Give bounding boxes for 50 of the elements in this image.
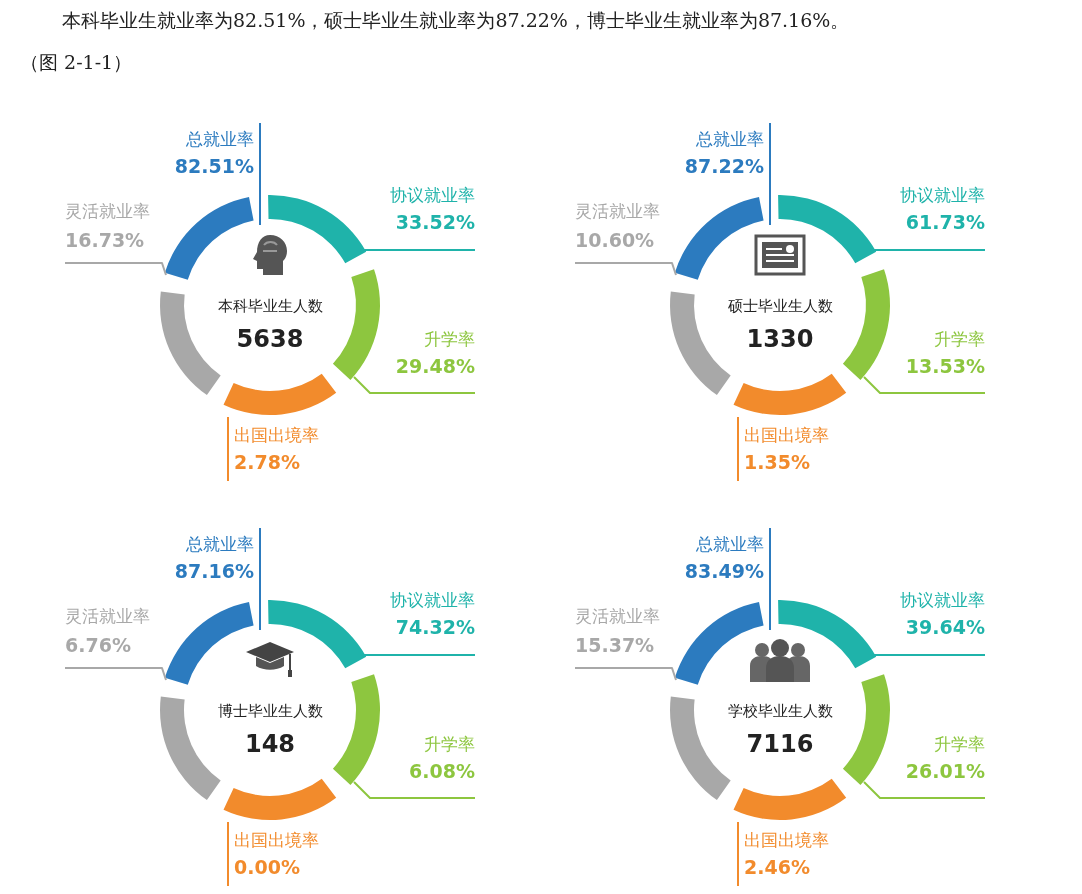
data-label: 0.00% bbox=[234, 856, 300, 878]
category-label: 灵活就业率 bbox=[65, 201, 150, 221]
text: （图 2-1-1） bbox=[20, 50, 133, 75]
data-label: 87.22% bbox=[684, 155, 764, 177]
data-label: 82.51% bbox=[174, 155, 254, 177]
data-label: 1.35% bbox=[744, 451, 810, 473]
category-label: 协议就业率 bbox=[900, 590, 985, 610]
data-label: 26.01% bbox=[905, 760, 985, 782]
text: 博士毕业生人数 bbox=[217, 702, 323, 720]
data-label: 13.53% bbox=[905, 355, 985, 377]
text: 学校毕业生人数 bbox=[727, 702, 833, 720]
data-label: 61.73% bbox=[905, 211, 985, 233]
category-label: 升学率 bbox=[934, 734, 985, 754]
category-label: 总就业率 bbox=[695, 129, 764, 149]
category-label: 升学率 bbox=[424, 329, 475, 349]
text: 本科毕业生就业率为82.51%，硕士毕业生就业率为87.22%，博士毕业生就业率为87.16%。 bbox=[62, 8, 850, 33]
category-label: 出国出境率 bbox=[234, 425, 319, 445]
data-label: 33.52% bbox=[395, 211, 475, 233]
category-label: 协议就业率 bbox=[390, 590, 475, 610]
data-label: 2.46% bbox=[744, 856, 810, 878]
category-label: 协议就业率 bbox=[900, 185, 985, 205]
category-label: 总就业率 bbox=[695, 534, 764, 554]
text: 7116 bbox=[746, 730, 814, 758]
category-label: 总就业率 bbox=[185, 534, 254, 554]
data-label: 29.48% bbox=[395, 355, 475, 377]
data-label: 39.64% bbox=[905, 616, 985, 638]
category-label: 灵活就业率 bbox=[575, 606, 660, 626]
text: 1330 bbox=[746, 325, 814, 353]
category-label: 灵活就业率 bbox=[65, 606, 150, 626]
data-label: 10.60% bbox=[575, 229, 655, 251]
data-label: 6.08% bbox=[409, 760, 475, 782]
data-label: 15.37% bbox=[575, 634, 655, 656]
category-label: 协议就业率 bbox=[390, 185, 475, 205]
data-label: 74.32% bbox=[395, 616, 475, 638]
category-label: 灵活就业率 bbox=[575, 201, 660, 221]
category-label: 升学率 bbox=[934, 329, 985, 349]
data-label: 87.16% bbox=[174, 560, 254, 582]
category-label: 出国出境率 bbox=[234, 830, 319, 850]
data-label: 83.49% bbox=[684, 560, 764, 582]
text: 5638 bbox=[236, 325, 304, 353]
data-label: 6.76% bbox=[65, 634, 131, 656]
category-label: 出国出境率 bbox=[744, 830, 829, 850]
category-label: 升学率 bbox=[424, 734, 475, 754]
category-label: 出国出境率 bbox=[744, 425, 829, 445]
text: 148 bbox=[244, 730, 296, 758]
text: 硕士毕业生人数 bbox=[726, 297, 833, 315]
category-label: 总就业率 bbox=[185, 129, 254, 149]
data-label: 16.73% bbox=[65, 229, 145, 251]
data-label: 2.78% bbox=[234, 451, 300, 473]
text: 本科毕业生人数 bbox=[217, 297, 323, 315]
